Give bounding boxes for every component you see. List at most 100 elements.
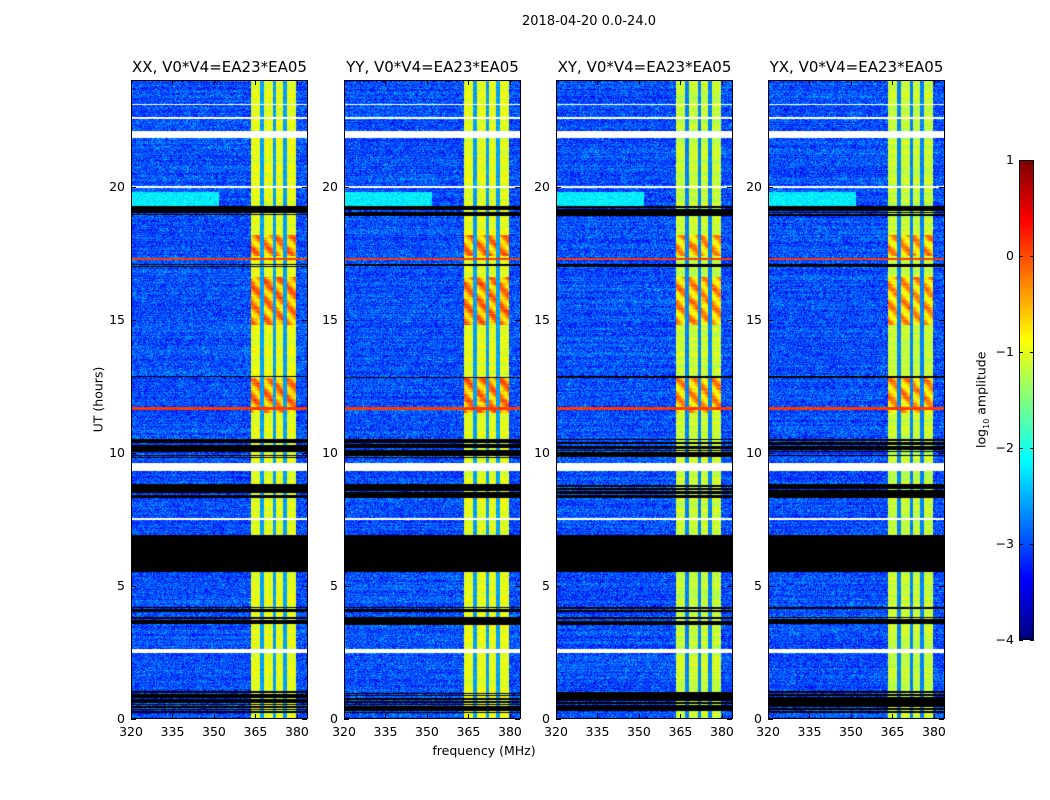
colorbar-tick-mark — [1019, 256, 1023, 257]
y-tick-label: 15 — [109, 311, 125, 327]
colorbar-tick-mark — [1030, 256, 1034, 257]
y-axis-label: UT (hours) — [90, 366, 106, 433]
x-tick-label: 380 — [922, 724, 946, 739]
colorbar-label-text: amplitude — [973, 351, 989, 419]
x-tick-label: 365 — [668, 724, 693, 739]
x-tick-label: 365 — [880, 724, 905, 739]
x-tick-mark — [892, 714, 894, 719]
y-tick-mark — [556, 719, 561, 720]
x-tick-mark — [680, 80, 682, 85]
colorbar-tick-label: −2 — [995, 440, 1014, 455]
y-tick-mark — [344, 319, 349, 321]
x-tick-mark — [426, 80, 428, 85]
y-tick-mark — [131, 186, 136, 188]
y-tick-mark — [768, 186, 773, 188]
x-tick-mark — [131, 80, 132, 85]
panel-title-3: YX, V0*V4=EA23*EA05 — [769, 58, 944, 76]
heatmap-panel-1 — [344, 80, 521, 719]
y-tick-mark — [515, 319, 520, 321]
y-tick-mark — [344, 719, 349, 720]
y-tick-mark — [727, 719, 732, 720]
y-tick-mark — [768, 585, 773, 587]
x-tick-mark — [597, 80, 599, 85]
colorbar-tick-label: −4 — [995, 632, 1014, 647]
y-tick-label: 20 — [322, 178, 338, 194]
x-tick-label: 350 — [627, 724, 651, 739]
x-tick-mark — [385, 80, 387, 85]
x-tick-label: 320 — [756, 724, 780, 739]
panel-title-2: XY, V0*V4=EA23*EA05 — [557, 58, 732, 76]
x-tick-mark — [850, 714, 852, 719]
y-tick-label: 15 — [322, 311, 338, 327]
y-tick-mark — [939, 319, 944, 321]
x-tick-label: 350 — [839, 724, 863, 739]
y-tick-mark — [939, 452, 944, 454]
x-tick-mark — [768, 714, 769, 719]
colorbar-tick-mark — [1030, 160, 1034, 161]
y-tick-mark — [768, 719, 773, 720]
x-tick-label: 380 — [498, 724, 522, 739]
y-tick-mark — [939, 585, 944, 587]
y-tick-label: 5 — [330, 577, 338, 593]
x-tick-mark — [933, 714, 935, 719]
x-tick-mark — [468, 714, 470, 719]
y-tick-label: 0 — [330, 711, 338, 726]
y-tick-mark — [302, 452, 307, 454]
colorbar-tick-mark — [1019, 640, 1023, 641]
x-tick-mark — [468, 80, 470, 85]
x-tick-label: 380 — [285, 724, 309, 739]
colorbar-tick-mark — [1030, 640, 1034, 641]
colorbar-tick-mark — [1030, 544, 1034, 545]
y-tick-label: 20 — [534, 178, 550, 194]
y-tick-label: 10 — [322, 444, 338, 460]
colorbar-tick-mark — [1030, 448, 1034, 449]
y-tick-mark — [556, 319, 561, 321]
y-tick-label: 10 — [746, 444, 762, 460]
x-tick-mark — [131, 714, 132, 719]
x-tick-mark — [556, 80, 557, 85]
x-tick-mark — [172, 714, 174, 719]
y-tick-label: 20 — [746, 178, 762, 194]
x-tick-mark — [296, 714, 298, 719]
y-tick-mark — [556, 585, 561, 587]
y-tick-mark — [302, 719, 307, 720]
figure-title: 2018-04-20 0.0-24.0 — [522, 14, 656, 29]
x-tick-label: 365 — [456, 724, 481, 739]
heatmap-image-3 — [769, 81, 944, 718]
y-tick-mark — [727, 452, 732, 454]
x-tick-mark — [638, 714, 640, 719]
y-tick-label: 10 — [534, 444, 550, 460]
x-tick-mark — [638, 80, 640, 85]
x-tick-mark — [597, 714, 599, 719]
y-tick-label: 5 — [754, 577, 762, 593]
y-tick-mark — [131, 719, 136, 720]
y-tick-mark — [344, 452, 349, 454]
x-tick-mark — [172, 80, 174, 85]
x-tick-mark — [809, 80, 811, 85]
heatmap-panel-2 — [556, 80, 733, 719]
x-tick-mark — [509, 80, 511, 85]
colorbar-tick-mark — [1019, 544, 1023, 545]
x-tick-mark — [509, 714, 511, 719]
colorbar-tick-mark — [1019, 448, 1023, 449]
x-tick-label: 365 — [243, 724, 268, 739]
y-tick-mark — [344, 186, 349, 188]
colorbar-tick-mark — [1019, 160, 1023, 161]
colorbar-tick-mark — [1019, 352, 1023, 353]
y-tick-mark — [302, 585, 307, 587]
colorbar-label-sub: 10 — [981, 418, 991, 429]
y-tick-label: 5 — [117, 577, 125, 593]
y-tick-mark — [302, 319, 307, 321]
heatmap-image-2 — [557, 81, 732, 718]
x-tick-mark — [255, 80, 257, 85]
y-tick-label: 5 — [542, 577, 550, 593]
heatmap-image-1 — [345, 81, 520, 718]
y-tick-mark — [515, 719, 520, 720]
y-tick-label: 10 — [109, 444, 125, 460]
colorbar-tick-label: 0 — [1006, 248, 1014, 263]
y-tick-mark — [727, 585, 732, 587]
y-tick-mark — [131, 452, 136, 454]
x-tick-mark — [426, 714, 428, 719]
x-tick-mark — [296, 80, 298, 85]
